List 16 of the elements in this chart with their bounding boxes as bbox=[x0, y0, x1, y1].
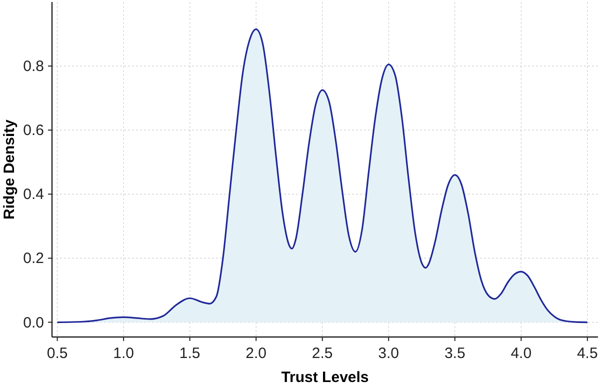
x-tick-label: 2.0 bbox=[246, 345, 267, 362]
y-tick-label: 0.6 bbox=[23, 122, 44, 140]
x-tick-label: 4.5 bbox=[576, 345, 598, 362]
x-tick-label: 0.5 bbox=[46, 345, 68, 362]
x-tick-label: 1.0 bbox=[113, 345, 134, 362]
y-axis-title: Ridge Density bbox=[1, 118, 18, 220]
y-tick-label: 0.8 bbox=[23, 58, 44, 76]
x-tick-label: 3.0 bbox=[378, 345, 400, 362]
x-tick-label: 3.5 bbox=[444, 345, 466, 362]
x-axis-title: Trust Levels bbox=[281, 369, 369, 384]
x-tick-label: 2.5 bbox=[312, 345, 333, 362]
y-tick-label: 0.4 bbox=[23, 186, 44, 204]
y-tick-label: 0.2 bbox=[23, 250, 44, 268]
x-tick-label: 4.0 bbox=[510, 345, 532, 362]
y-tick-label: 0.0 bbox=[23, 314, 44, 332]
x-tick-label: 1.5 bbox=[179, 345, 200, 362]
